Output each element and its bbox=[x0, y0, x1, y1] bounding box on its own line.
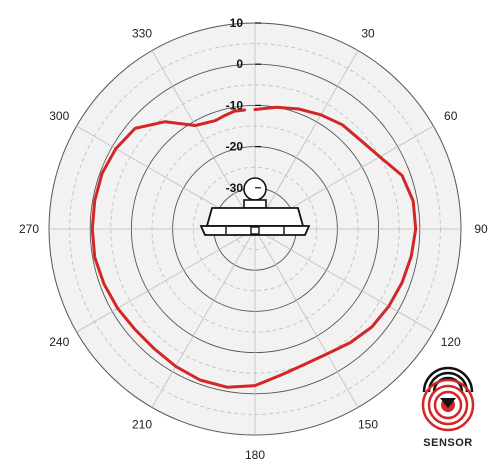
logo-arc-icon bbox=[422, 366, 474, 393]
angle-spoke bbox=[151, 228, 256, 408]
angle-spoke bbox=[151, 50, 256, 230]
angle-spoke bbox=[254, 228, 434, 333]
logo-target-icon bbox=[421, 378, 475, 432]
sensor-device-icon bbox=[199, 177, 311, 236]
radial-label: -20 bbox=[226, 140, 244, 154]
angle-label: 90 bbox=[474, 222, 488, 236]
sensor-logo: SENSOR bbox=[421, 366, 475, 449]
angle-label: 120 bbox=[441, 335, 461, 349]
series-line bbox=[90, 105, 418, 389]
angle-label: 180 bbox=[245, 448, 265, 462]
radial-label: 0 bbox=[236, 57, 243, 71]
radial-label: 10 bbox=[230, 16, 244, 30]
radial-label: -10 bbox=[226, 98, 244, 112]
angle-spoke bbox=[254, 228, 359, 408]
angle-label: 210 bbox=[132, 418, 152, 432]
angle-label: 300 bbox=[49, 109, 69, 123]
radial-labels: 10 0 -10 -20 -30 bbox=[226, 16, 261, 195]
angle-spoke bbox=[254, 50, 359, 230]
radial-label: -30 bbox=[226, 181, 244, 195]
angle-spoke bbox=[76, 228, 256, 333]
angle-label: 150 bbox=[358, 418, 378, 432]
angle-label: 60 bbox=[444, 109, 458, 123]
angle-label: 30 bbox=[361, 26, 375, 40]
angle-label: 270 bbox=[19, 222, 39, 236]
angle-label: 330 bbox=[132, 26, 152, 40]
logo-text: SENSOR bbox=[423, 437, 472, 449]
angle-labels: 30 60 90 120 150 180 210 240 270 300 330 bbox=[19, 26, 488, 462]
angle-label: 240 bbox=[49, 335, 69, 349]
